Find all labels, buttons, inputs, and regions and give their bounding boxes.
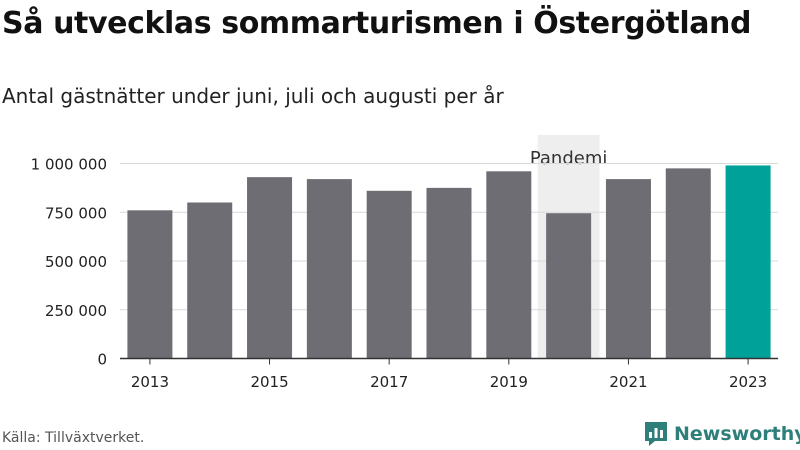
bar-2022 <box>665 168 711 359</box>
x-tick-label: 2015 <box>250 373 288 391</box>
chart-subtitle: Antal gästnätter under juni, juli och au… <box>2 84 504 108</box>
bar-2014 <box>187 202 233 359</box>
y-tick-label: 500 000 <box>45 253 107 271</box>
bar-2015 <box>247 177 293 359</box>
x-tick-label: 2021 <box>609 373 647 391</box>
bar-2019 <box>486 171 532 359</box>
bar-2018 <box>426 187 472 359</box>
bar-2017 <box>366 190 412 359</box>
bar-2023 <box>725 165 771 359</box>
y-tick-label: 250 000 <box>45 302 107 320</box>
x-tick-label: 2019 <box>490 373 528 391</box>
x-tick-label: 2017 <box>370 373 408 391</box>
y-tick-label: 1 000 000 <box>31 156 107 174</box>
x-tick-label: 2013 <box>131 373 169 391</box>
bar-2021 <box>605 179 651 359</box>
chart-title: Så utvecklas sommarturismen i Östergötla… <box>2 6 752 41</box>
bar-chart-logo-icon <box>645 422 667 446</box>
y-tick-label: 0 <box>97 351 107 369</box>
bar-2013 <box>127 210 173 359</box>
bar-2016 <box>306 179 352 359</box>
x-tick-label: 2023 <box>729 373 767 391</box>
axes: 2013 2015 2017 2019 2021 2023 <box>120 357 778 391</box>
bars <box>127 165 771 359</box>
bar-2020 <box>546 213 592 359</box>
newsworthy-logo: Newsworthy <box>644 420 800 448</box>
brand-name: Newsworthy <box>674 423 800 445</box>
annotation-label: Pandemi <box>530 148 608 169</box>
y-tick-label: 750 000 <box>45 204 107 222</box>
source-note: Källa: Tillväxtverket. <box>2 430 145 446</box>
